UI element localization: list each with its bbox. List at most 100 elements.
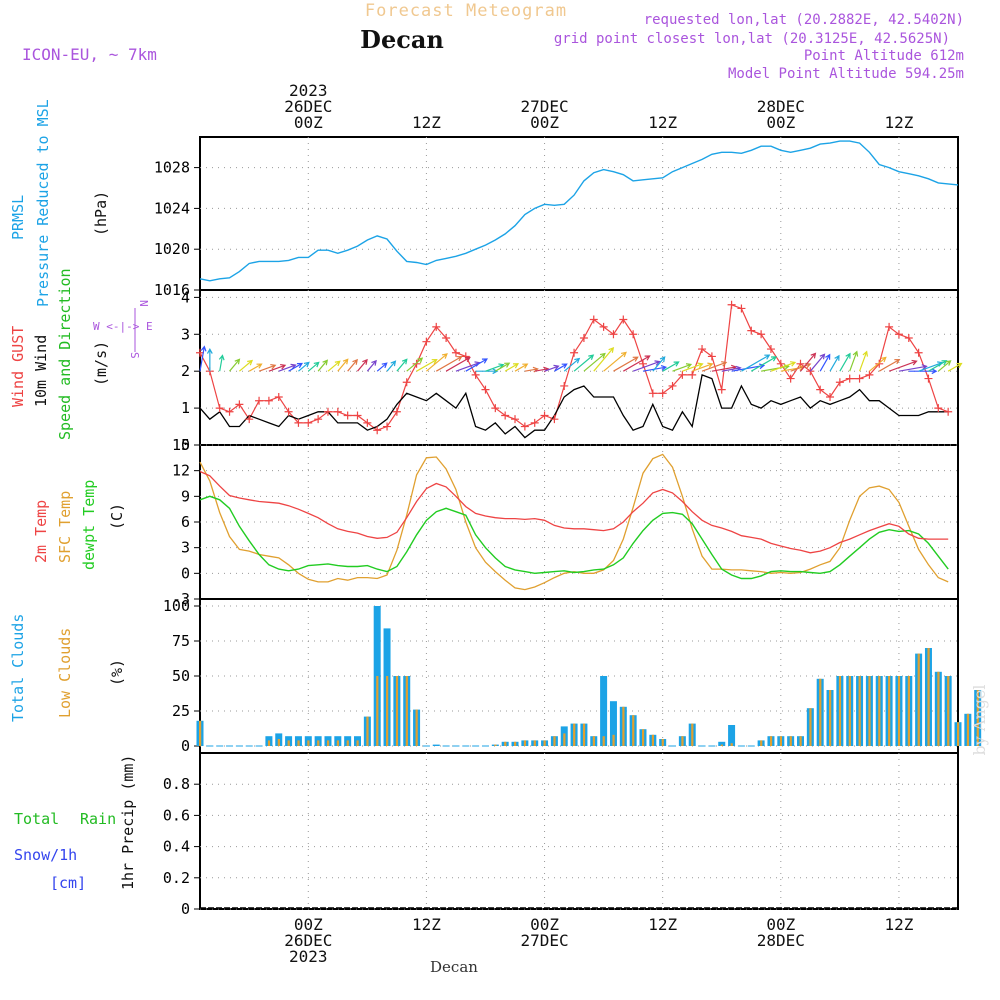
low-cloud-bar: [838, 676, 842, 746]
wind-direction-arrow: [682, 362, 704, 372]
time-axis-label: 00Z: [530, 113, 559, 132]
low-cloud-bar: [336, 740, 340, 746]
gust-point: [885, 322, 894, 331]
wind-direction-arrow: [238, 359, 254, 372]
low-clouds-label: Low Clouds: [56, 628, 74, 718]
gust-point: [737, 304, 746, 313]
gust-point: [520, 422, 529, 431]
wind-direction-arrow: [347, 358, 358, 372]
wind-line: [199, 374, 949, 439]
wind-direction-arrow: [652, 356, 666, 372]
gust-point: [540, 411, 549, 420]
low-cloud-bar: [287, 740, 290, 746]
low-cloud-bar: [297, 740, 300, 746]
y-tick-label: 1: [181, 399, 190, 417]
gust-point: [491, 404, 500, 413]
location-title: Decan: [360, 25, 444, 54]
gust-point: [432, 322, 441, 331]
y-tick-label: 0.6: [163, 806, 190, 824]
low-cloud-bar: [907, 676, 910, 746]
gust-point: [343, 411, 352, 420]
low-cloud-bar: [592, 736, 595, 746]
low-cloud-bar: [661, 739, 664, 746]
wind-direction-arrow: [583, 352, 606, 372]
time-axis-label: 2023: [289, 947, 328, 966]
gust-point: [944, 407, 953, 416]
low-cloud-bar: [897, 676, 901, 746]
low-cloud-bar: [602, 736, 605, 746]
precipitation-frame: [199, 752, 959, 910]
gust-point: [727, 300, 736, 309]
low-cloud-bar: [976, 690, 979, 746]
time-axis-label: 12Z: [648, 915, 677, 934]
gust-point: [570, 348, 579, 357]
y-tick-label: 2: [181, 362, 190, 380]
precipitation-panel: 0 0.2 0.4 0.6 0.8: [163, 752, 959, 918]
low-cloud-bar: [395, 676, 399, 746]
time-axis-label: 00Z: [766, 915, 795, 934]
y-tick-label: 6: [181, 513, 190, 531]
gust-point: [481, 385, 490, 394]
gust-point: [648, 389, 657, 398]
low-cloud-bar: [494, 744, 497, 746]
low-cloud-bar: [809, 708, 812, 746]
wind-direction-arrow: [298, 361, 310, 372]
wind-direction-arrow: [839, 352, 851, 372]
wind-direction-arrow: [898, 364, 928, 372]
gust-point: [855, 374, 864, 383]
gust-point: [550, 415, 559, 424]
wind-direction-arrow: [632, 360, 661, 372]
wind-direction-arrow: [563, 357, 581, 372]
low-cloud-bar: [386, 676, 389, 746]
low-cloud-bar: [858, 676, 861, 746]
gust-point: [579, 333, 588, 342]
precip-total-label: Total: [14, 810, 59, 828]
precip-snow-unit: [cm]: [50, 874, 86, 892]
pressure-frame: [199, 136, 959, 291]
wind-direction-arrow: [495, 362, 511, 372]
gust-point: [215, 404, 224, 413]
wind-direction-arrow: [544, 364, 560, 372]
y-tick-label: 12: [172, 462, 190, 480]
gust-point: [619, 315, 628, 324]
wind-direction-arrow: [248, 363, 263, 372]
wind-direction-arrow: [435, 355, 463, 372]
low-cloud-bar: [582, 723, 586, 746]
y-tick-label: 3: [181, 539, 190, 557]
gust-point: [225, 407, 234, 416]
gust-point: [442, 333, 451, 342]
low-cloud-bar: [405, 676, 408, 746]
wind-direction-arrow: [416, 358, 438, 372]
time-axis-label: 12Z: [412, 915, 441, 934]
gust-point: [560, 381, 569, 390]
temp-2m-line: [199, 470, 949, 554]
footer-location: Decan: [430, 958, 478, 976]
low-cloud-bar: [769, 736, 773, 746]
gust-point: [245, 415, 254, 424]
gust-point: [904, 333, 913, 342]
wind-direction-arrow: [809, 353, 826, 372]
low-cloud-bar: [622, 706, 625, 746]
low-cloud-bar: [848, 676, 851, 746]
wind-unit-label: (m/s): [92, 341, 110, 386]
y-tick-label: 0.8: [163, 775, 190, 793]
gust-point: [934, 404, 943, 413]
wind-direction-arrow: [928, 360, 948, 372]
gust-point: [707, 352, 716, 361]
low-cloud-bar: [691, 723, 694, 746]
gust-point: [678, 370, 687, 379]
wind-direction-arrow: [741, 354, 771, 372]
gust-point: [373, 426, 382, 435]
wind-direction-arrow: [218, 354, 225, 372]
time-axis-label: 00Z: [530, 915, 559, 934]
gust-point: [422, 337, 431, 346]
gust-point: [412, 359, 421, 368]
wind-direction-arrow: [406, 357, 424, 372]
gust-point: [274, 393, 283, 402]
wind-direction-arrow: [829, 354, 840, 372]
y-tick-label: 1028: [154, 159, 190, 177]
pressure-panel: 1016 1020 1024 1028: [154, 136, 959, 299]
y-tick-label: 0: [181, 737, 190, 755]
wind-direction-arrow: [849, 350, 859, 372]
